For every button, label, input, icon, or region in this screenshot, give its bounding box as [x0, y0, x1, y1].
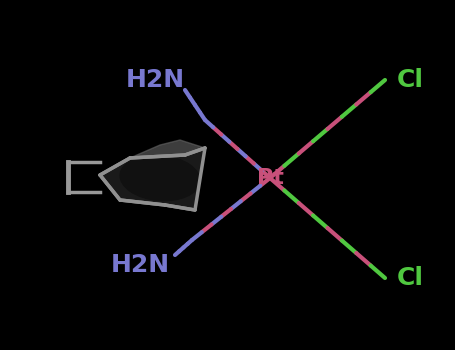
Text: Cl: Cl	[397, 68, 424, 92]
Text: H2N: H2N	[111, 253, 170, 277]
Polygon shape	[130, 140, 205, 158]
Text: Cl: Cl	[397, 266, 424, 290]
Ellipse shape	[120, 155, 200, 201]
Polygon shape	[100, 148, 205, 210]
Text: Pt: Pt	[257, 168, 283, 188]
Text: H2N: H2N	[126, 68, 185, 92]
